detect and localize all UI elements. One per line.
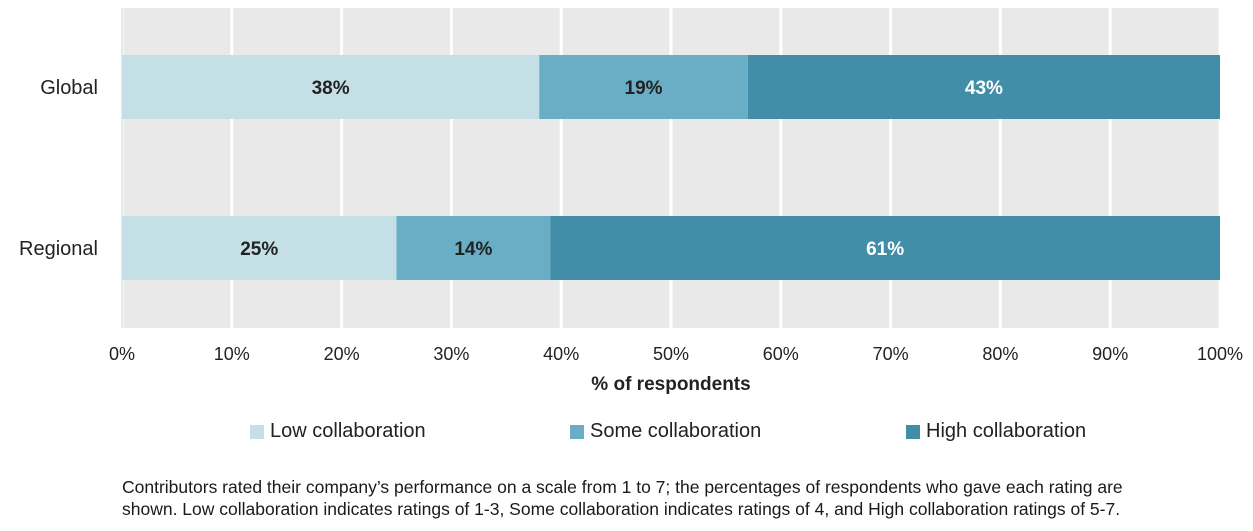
data-label: 14% bbox=[454, 239, 492, 260]
bar-segment bbox=[747, 55, 1220, 119]
x-tick-label: 30% bbox=[433, 344, 469, 364]
bar-segment bbox=[539, 55, 748, 119]
legend-label-high: High collaboration bbox=[926, 420, 1087, 442]
data-label: 61% bbox=[866, 239, 904, 260]
bar-segment bbox=[396, 216, 551, 280]
x-tick-label: 90% bbox=[1092, 344, 1128, 364]
legend-swatch-some bbox=[570, 424, 584, 439]
x-tick-label: 80% bbox=[982, 344, 1018, 364]
chart: Global 38% 19% 43% Regional 25% 14% 61% 0% 10% 20%… bbox=[19, 8, 1243, 395]
x-tick-label: 60% bbox=[763, 344, 799, 364]
data-label: 25% bbox=[240, 239, 278, 260]
legend-swatch-high bbox=[906, 424, 920, 439]
data-label: 19% bbox=[625, 78, 663, 99]
x-tick-label: 40% bbox=[543, 344, 579, 364]
x-axis-title: % of respondents bbox=[591, 374, 750, 395]
legend: Low collaboration Some collaboration Hig… bbox=[0, 420, 1253, 446]
footnote-line-1: Contributors rated their company’s perfo… bbox=[122, 477, 1123, 497]
data-label: 43% bbox=[965, 78, 1003, 99]
category-label: Regional bbox=[19, 238, 98, 260]
data-label: 38% bbox=[312, 78, 350, 99]
footnote-line-2: shown. Low collaboration indicates ratin… bbox=[122, 499, 1121, 519]
legend-swatch-low bbox=[250, 424, 264, 439]
x-tick-label: 20% bbox=[324, 344, 360, 364]
x-tick-label: 100% bbox=[1197, 344, 1243, 364]
bar-segment bbox=[122, 216, 397, 280]
legend-label-low: Low collaboration bbox=[270, 420, 426, 442]
legend-item-low: Low collaboration bbox=[250, 420, 426, 443]
bar-segment bbox=[550, 216, 1220, 280]
x-tick-label: 50% bbox=[653, 344, 689, 364]
legend-item-some: Some collaboration bbox=[570, 420, 761, 443]
bar-segment bbox=[122, 55, 540, 119]
legend-label-some: Some collaboration bbox=[590, 420, 762, 442]
x-tick-label: 0% bbox=[109, 344, 135, 364]
footnote: Contributors rated their company’s perfo… bbox=[122, 476, 1222, 520]
legend-item-high: High collaboration bbox=[906, 420, 1086, 443]
x-tick-label: 70% bbox=[873, 344, 909, 364]
x-tick-label: 10% bbox=[214, 344, 250, 364]
category-label: Global bbox=[40, 77, 98, 99]
